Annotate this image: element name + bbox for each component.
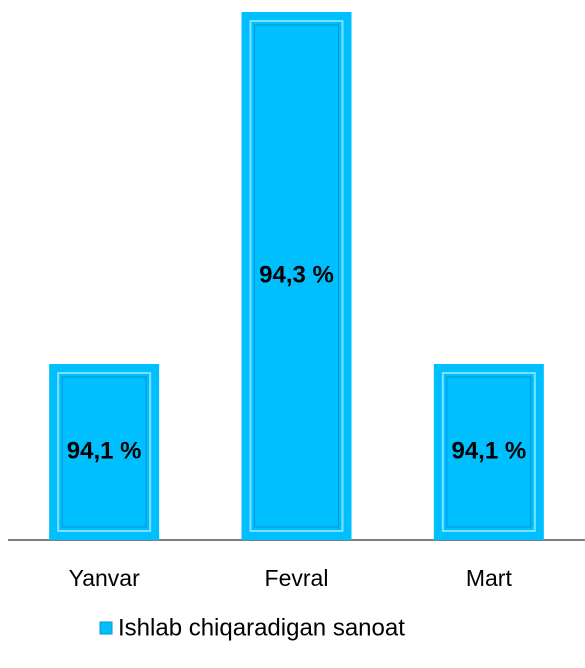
bar-bevel	[57, 372, 152, 532]
bar	[241, 12, 352, 540]
legend-swatch	[99, 621, 113, 635]
x-tick-label: Fevral	[265, 565, 329, 591]
bar-bevel	[61, 376, 147, 528]
data-label: 94,1 %	[451, 437, 526, 464]
bar	[433, 364, 544, 540]
bar	[49, 364, 160, 540]
data-label: 94,3 %	[259, 261, 334, 288]
bar-bevel	[249, 20, 344, 532]
bar-bevel	[446, 376, 532, 528]
x-tick-label: Yanvar	[69, 565, 141, 591]
bar-bevel	[441, 372, 536, 532]
bar-bevel	[254, 24, 339, 528]
data-label: 94,1 %	[67, 437, 142, 464]
legend-label: Ishlab chiqaradigan sanoat	[118, 614, 405, 641]
x-tick-label: Mart	[466, 565, 513, 591]
